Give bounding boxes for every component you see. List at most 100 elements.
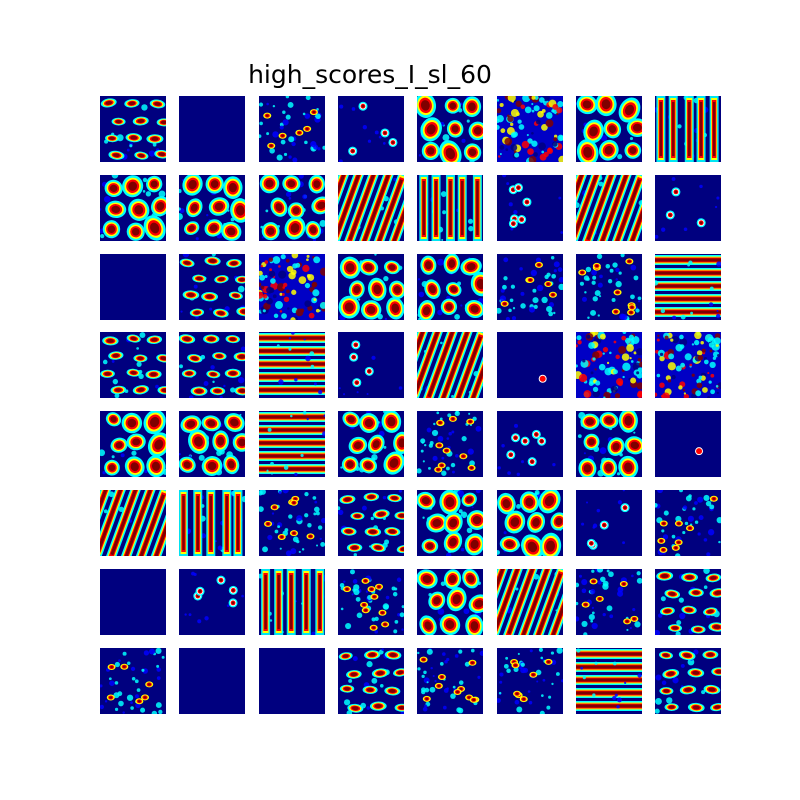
heatmap-image — [100, 96, 166, 162]
heatmap-image — [497, 175, 563, 241]
heatmap-image — [338, 411, 404, 477]
heatmap-panel — [576, 96, 642, 162]
heatmap-panel — [259, 332, 325, 398]
heatmap-image — [576, 96, 642, 162]
heatmap-panel — [259, 96, 325, 162]
heatmap-image — [338, 96, 404, 162]
heatmap-image — [100, 569, 166, 635]
heatmap-image — [576, 332, 642, 398]
heatmap-panel — [576, 332, 642, 398]
heatmap-panel — [417, 490, 483, 556]
heatmap-panel — [417, 411, 483, 477]
heatmap-panel — [655, 254, 721, 320]
heatmap-panel — [338, 254, 404, 320]
heatmap-image — [338, 648, 404, 714]
heatmap-image — [100, 254, 166, 320]
heatmap-panel — [100, 96, 166, 162]
heatmap-panel — [655, 332, 721, 398]
heatmap-image — [576, 648, 642, 714]
heatmap-image — [497, 490, 563, 556]
heatmap-panel — [655, 648, 721, 714]
heatmap-panel — [497, 175, 563, 241]
heatmap-image — [497, 569, 563, 635]
heatmap-panel — [497, 411, 563, 477]
heatmap-image — [179, 648, 245, 714]
heatmap-image — [259, 96, 325, 162]
heatmap-panel — [259, 254, 325, 320]
heatmap-panel — [338, 648, 404, 714]
heatmap-image — [259, 332, 325, 398]
heatmap-image — [259, 175, 325, 241]
heatmap-image — [655, 96, 721, 162]
heatmap-panel — [497, 648, 563, 714]
heatmap-image — [655, 332, 721, 398]
heatmap-panel — [100, 648, 166, 714]
heatmap-panel — [417, 96, 483, 162]
heatmap-image — [100, 332, 166, 398]
heatmap-panel — [179, 175, 245, 241]
heatmap-panel — [576, 411, 642, 477]
heatmap-image — [417, 569, 483, 635]
heatmap-panel — [179, 332, 245, 398]
heatmap-image — [576, 175, 642, 241]
heatmap-image — [100, 411, 166, 477]
heatmap-panel — [259, 411, 325, 477]
heatmap-panel — [259, 569, 325, 635]
heatmap-panel — [497, 490, 563, 556]
heatmap-image — [100, 490, 166, 556]
heatmap-image — [655, 411, 721, 477]
heatmap-image — [179, 254, 245, 320]
heatmap-image — [417, 254, 483, 320]
heatmap-panel — [338, 332, 404, 398]
heatmap-panel — [417, 332, 483, 398]
heatmap-panel — [655, 96, 721, 162]
heatmap-image — [497, 96, 563, 162]
heatmap-image — [338, 254, 404, 320]
heatmap-image — [497, 254, 563, 320]
heatmap-panel — [100, 332, 166, 398]
heatmap-panel — [179, 569, 245, 635]
heatmap-image — [179, 411, 245, 477]
heatmap-image — [655, 490, 721, 556]
heatmap-image — [259, 648, 325, 714]
heatmap-panel — [338, 411, 404, 477]
heatmap-image — [417, 175, 483, 241]
heatmap-panel — [417, 254, 483, 320]
heatmap-panel — [259, 648, 325, 714]
heatmap-image — [497, 332, 563, 398]
heatmap-image — [417, 96, 483, 162]
chart-title: high_scores_I_sl_60 — [248, 60, 492, 89]
heatmap-panel — [576, 254, 642, 320]
heatmap-panel — [576, 648, 642, 714]
heatmap-panel — [100, 411, 166, 477]
heatmap-image — [179, 569, 245, 635]
heatmap-image — [259, 490, 325, 556]
heatmap-panel — [576, 490, 642, 556]
heatmap-panel — [100, 569, 166, 635]
heatmap-panel — [179, 254, 245, 320]
heatmap-image — [259, 569, 325, 635]
heatmap-panel — [497, 332, 563, 398]
heatmap-panel — [417, 569, 483, 635]
heatmap-image — [655, 175, 721, 241]
heatmap-image — [655, 569, 721, 635]
heatmap-panel — [179, 648, 245, 714]
heatmap-panel — [259, 490, 325, 556]
heatmap-panel — [655, 411, 721, 477]
heatmap-panel — [497, 254, 563, 320]
heatmap-panel — [576, 175, 642, 241]
heatmap-panel — [497, 96, 563, 162]
heatmap-panel — [338, 96, 404, 162]
heatmap-image — [259, 254, 325, 320]
heatmap-image — [338, 175, 404, 241]
heatmap-image — [576, 569, 642, 635]
heatmap-image — [179, 490, 245, 556]
heatmap-image — [179, 332, 245, 398]
heatmap-image — [179, 175, 245, 241]
heatmap-image — [655, 648, 721, 714]
heatmap-image — [179, 96, 245, 162]
heatmap-image — [576, 254, 642, 320]
heatmap-panel — [100, 254, 166, 320]
heatmap-panel — [179, 411, 245, 477]
heatmap-image — [655, 254, 721, 320]
